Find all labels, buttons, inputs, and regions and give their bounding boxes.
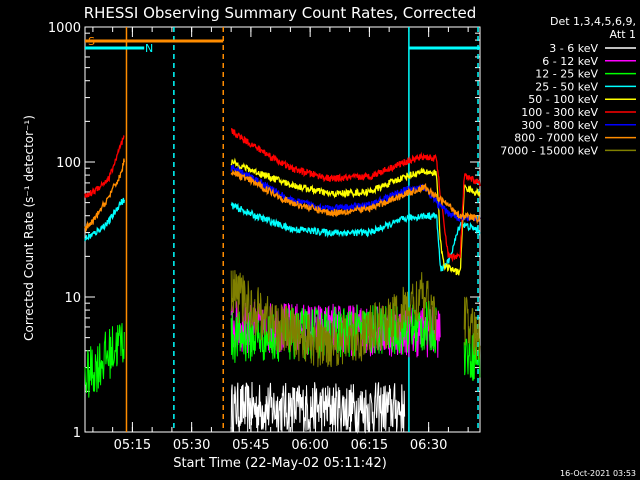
legend-label: 25 - 50 keV [535,80,598,93]
series-line [230,270,437,368]
y-tick-label: 100 [56,156,81,171]
legend-label: 300 - 800 keV [521,119,598,132]
y-tick-label: 1000 [48,21,81,36]
plot-frame [84,26,481,433]
legend-label: 800 - 7000 keV [514,132,598,145]
series-line [230,201,481,272]
y-tick-label: 1 [73,426,81,441]
series-line [84,323,125,398]
series-line [463,296,481,360]
legend-label: 12 - 25 keV [535,68,598,81]
legend-label: 100 - 300 keV [521,106,598,119]
series-line [463,328,481,381]
footer-timestamp: 16-Oct-2021 03:53 [560,469,636,478]
legend-label: 6 - 12 keV [542,55,598,68]
legend-header-1: Det 1,3,4,5,6,9, [550,15,636,28]
series-line [230,127,481,263]
series-line [84,158,125,233]
series-line [230,168,481,225]
series-line [84,197,125,242]
series-line [230,164,481,223]
series-line [230,300,437,363]
x-tick-label: 06:15 [351,438,388,453]
chart-title: RHESSI Observing Summary Count Rates, Co… [84,4,477,22]
legend-label: 3 - 6 keV [549,42,598,55]
legend-header-2: Att 1 [610,28,636,41]
legend-label: 7000 - 15000 keV [500,144,598,157]
y-tick-label: 10 [64,291,81,306]
legend-label: 50 - 100 keV [528,93,598,106]
series-line [84,135,125,198]
x-tick-label: 06:30 [410,438,447,453]
x-tick-label: 05:15 [114,438,151,453]
x-tick-label: 05:30 [173,438,210,453]
x-tick-label: 06:00 [291,438,328,453]
flag-label: N [145,42,153,55]
x-axis-label: Start Time (22-May-02 05:11:42) [173,456,387,471]
x-tick-label: 05:45 [232,438,269,453]
flag-label: S [88,35,95,48]
y-axis-label: Corrected Count Rate (s⁻¹ detector⁻¹) [22,115,36,341]
series-line [230,381,406,434]
